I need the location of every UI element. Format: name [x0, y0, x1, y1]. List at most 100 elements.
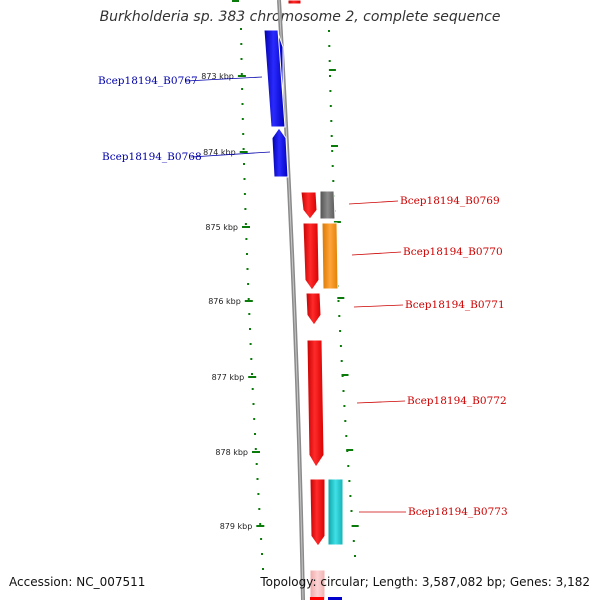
guide-dot-left: [257, 493, 260, 495]
gene-feature-b0772: [306, 339, 325, 468]
guide-dot-left: [248, 313, 251, 315]
guide-dot-right: [328, 45, 331, 47]
guide-dot-left: [243, 193, 246, 195]
guide-dot-left: [253, 418, 256, 420]
guide-dot-right: [328, 60, 331, 62]
guide-dot-left: [255, 463, 258, 465]
guide-dot-right: [349, 495, 352, 497]
scale-tick-mark: [248, 376, 257, 378]
scale-tick-mark: [256, 525, 265, 527]
scale-tick-label: 875 kbp: [205, 223, 238, 232]
guide-dot-left: [246, 268, 249, 270]
guide-dot-left: [249, 343, 252, 345]
guide-dot-right: [329, 90, 332, 92]
scale-tick-mark: [252, 451, 260, 453]
guide-dot-left: [254, 433, 256, 435]
map-title: Burkholderia sp. 383 chromosome 2, compl…: [99, 9, 501, 25]
guide-dot-left: [240, 43, 243, 45]
leader-b0771: [353, 304, 404, 308]
gene-label-b0768: Bcep18194_B0768: [102, 151, 202, 163]
guide-dot-left: [246, 253, 248, 255]
topology-summary: Topology: circular; Length: 3,587,082 bp…: [260, 575, 590, 589]
guide-dot-right: [338, 315, 341, 317]
gene-feature-b0773: [309, 478, 326, 547]
guide-dot-right: [354, 555, 356, 557]
gene-feature-b0769-paired: [319, 190, 336, 220]
guide-dot-right: [332, 180, 335, 182]
scale-tick-label: 877 kbp: [212, 373, 245, 382]
guide-dash-right: [333, 221, 341, 223]
guide-dot-right: [342, 390, 345, 392]
guide-dot-left: [242, 148, 245, 150]
scale-tick-mark: [242, 226, 250, 228]
guide-dot-left: [251, 388, 254, 390]
accession-text: Accession: NC_007511: [9, 575, 146, 589]
guide-dot-right: [339, 345, 342, 347]
guide-dot-right: [352, 540, 355, 542]
guide-dot-left: [247, 283, 250, 285]
leader-b0767: [185, 76, 263, 82]
guide-dot-left: [260, 538, 263, 540]
guide-dot-right: [329, 105, 332, 107]
guide-dot-right: [337, 300, 340, 302]
scale-tick-label: 879 kbp: [220, 522, 253, 531]
guide-dot-left: [240, 28, 242, 30]
gene-feature-b0769: [300, 191, 318, 220]
gene-feature-b0770: [302, 222, 320, 291]
backbone-highlight: [278, 0, 304, 600]
guide-dot-right: [329, 75, 331, 77]
guide-dash-right: [351, 525, 359, 527]
feature-bottom-partial-red: [310, 597, 324, 600]
guide-dot-left: [247, 298, 250, 300]
guide-dot-left: [259, 523, 262, 525]
guide-dot-right: [328, 30, 330, 32]
scale-tick-label: 878 kbp: [215, 448, 248, 457]
guide-dot-right: [340, 360, 343, 362]
gene-label-b0770: Bcep18194_B0770: [403, 246, 503, 258]
guide-dot-right: [343, 405, 346, 407]
gene-feature-b0773-paired: [327, 478, 344, 546]
guide-dot-right: [331, 165, 334, 167]
guide-dot-left: [240, 58, 243, 60]
gene-feature-b0771: [305, 292, 322, 326]
guide-dash-right: [331, 145, 338, 147]
guide-dash-right: [346, 449, 354, 451]
gene-label-b0767: Bcep18194_B0767: [98, 75, 198, 87]
gene-label-b0771: Bcep18194_B0771: [405, 299, 505, 311]
gene-label-b0773: Bcep18194_B0773: [408, 506, 508, 518]
guide-dot-left: [241, 118, 244, 120]
guide-dot-right: [330, 135, 333, 137]
guide-dot-left: [245, 238, 248, 240]
guide-dot-left: [254, 448, 257, 450]
guide-dot-left: [241, 103, 244, 105]
scale-tick-mark: [237, 75, 246, 77]
leader-b0769: [348, 200, 399, 205]
dotted-guides: [240, 28, 359, 570]
gene-feature-b0767-body: [263, 29, 286, 128]
gene-feature-b0768: [271, 127, 289, 178]
feature-top-partial: [287, 0, 302, 5]
guide-dot-left: [250, 358, 253, 360]
tick-top-partial: [232, 0, 239, 2]
scale-tick-mark: [244, 300, 253, 302]
guide-dot-right: [330, 120, 333, 122]
guide-dash-right: [337, 297, 345, 299]
guide-dot-left: [244, 208, 247, 210]
guide-dot-left: [251, 373, 253, 375]
guide-dash-right: [328, 69, 336, 71]
guide-dot-right: [348, 480, 351, 482]
guide-dot-right: [345, 435, 348, 437]
scale-tick-label: 876 kbp: [208, 297, 241, 306]
guide-dash-right: [341, 374, 349, 376]
guide-dot-left: [243, 163, 245, 165]
label-leaders: [185, 76, 406, 513]
guide-dot-left: [243, 178, 246, 180]
gene-feature-b0770-paired: [321, 222, 339, 290]
scale-tick-label: 874 kbp: [203, 148, 236, 157]
leader-b0768: [190, 151, 271, 158]
guide-dot-left: [249, 328, 251, 330]
gene-label-b0772: Bcep18194_B0772: [407, 395, 507, 407]
guide-dot-left: [261, 553, 263, 555]
guide-dot-left: [242, 133, 245, 135]
